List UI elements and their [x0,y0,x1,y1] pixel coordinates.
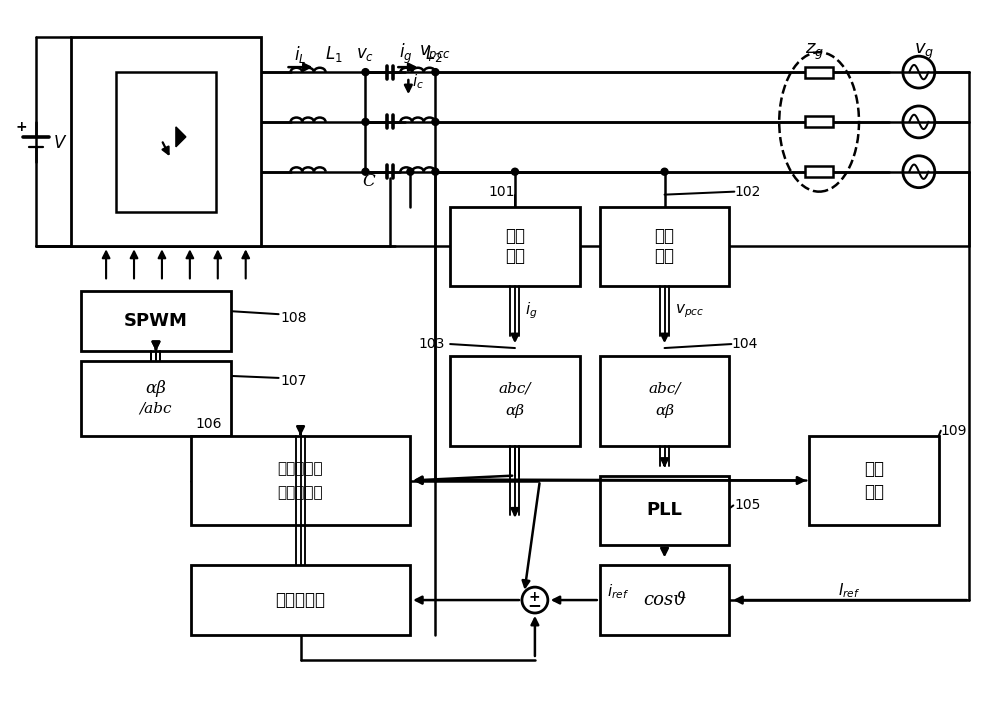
Text: 电流: 电流 [505,228,525,246]
Bar [71,37,261,246]
Text: PLL: PLL [647,501,682,519]
Text: $v_c$: $v_c$ [356,46,375,63]
Text: 电流控制器: 电流控制器 [276,591,326,609]
Text: abc/: abc/ [648,382,681,396]
Text: 106: 106 [196,417,222,431]
Text: 102: 102 [734,185,761,198]
Bar [450,356,580,445]
Text: 109: 109 [941,424,967,437]
Text: 108: 108 [281,311,307,325]
Circle shape [432,118,439,125]
Text: 107: 107 [281,374,307,388]
Text: $i_g$: $i_g$ [525,301,537,321]
Text: $i_g$: $i_g$ [399,42,412,67]
Text: 采样: 采样 [505,248,525,266]
Text: 采样: 采样 [655,248,675,266]
Bar [600,356,729,445]
Text: $i_L$: $i_L$ [294,44,307,64]
Circle shape [511,168,518,175]
Text: αβ: αβ [505,404,525,418]
Polygon shape [176,127,186,147]
Text: 103: 103 [419,337,445,351]
Text: $L_1$: $L_1$ [325,44,343,64]
Text: $i_{ref}$: $i_{ref}$ [607,583,630,601]
Text: 101: 101 [488,185,515,198]
Text: $V$: $V$ [53,135,68,153]
Text: 阻抗: 阻抗 [864,460,884,478]
Text: +: + [528,589,540,604]
Bar [809,436,939,526]
Text: −: − [527,596,541,614]
Text: $I_{ref}$: $I_{ref}$ [838,581,860,601]
Bar [81,291,231,351]
Circle shape [362,118,369,125]
Text: $L_2$: $L_2$ [425,44,443,64]
Bar [600,207,729,286]
Bar [805,67,833,77]
Circle shape [661,168,668,175]
Text: $v_g$: $v_g$ [914,42,934,62]
Text: αβ: αβ [146,380,166,397]
Text: 馈有源阻尼: 馈有源阻尼 [278,485,323,500]
Text: $z_g$: $z_g$ [805,42,824,62]
Text: 104: 104 [731,337,758,351]
Bar [81,361,231,436]
Circle shape [407,168,414,175]
Circle shape [362,168,369,175]
Bar [600,475,729,546]
Bar [805,117,833,127]
Text: $v_{pcc}$: $v_{pcc}$ [419,44,451,64]
Circle shape [432,168,439,175]
Text: C: C [362,173,375,190]
Text: +: + [16,120,27,134]
Text: αβ: αβ [655,404,674,418]
Text: $i_c$: $i_c$ [412,73,424,92]
Text: cosϑ: cosϑ [643,591,686,609]
Text: SPWM: SPWM [124,312,188,330]
Circle shape [362,69,369,76]
Bar [450,207,580,286]
Text: $v_{pcc}$: $v_{pcc}$ [675,302,704,320]
Bar [191,436,410,526]
Text: 电压: 电压 [655,228,675,246]
Text: 并网电流反: 并网电流反 [278,461,323,476]
Bar [805,166,833,177]
Text: abc/: abc/ [499,382,531,396]
Text: 检测: 检测 [864,483,884,501]
Bar [600,565,729,635]
Bar [191,565,410,635]
Circle shape [432,69,439,76]
Bar [116,72,216,211]
Text: 105: 105 [734,498,761,513]
Text: /abc: /abc [140,401,172,415]
